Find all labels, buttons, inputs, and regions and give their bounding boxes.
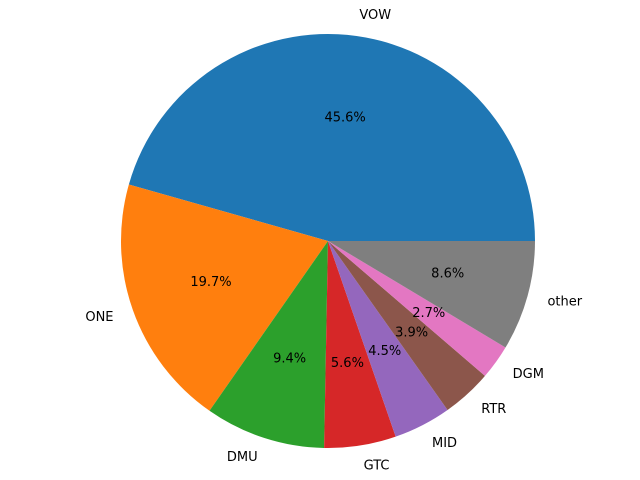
pie-category-label: GTC <box>364 458 390 473</box>
pie-slices <box>121 34 536 448</box>
pie-slice-other <box>328 241 535 348</box>
pie-percent-label: 5.6% <box>331 356 364 371</box>
pie-category-label: MID <box>432 436 457 451</box>
pie-category-label: DMU <box>227 450 258 465</box>
pie-category-label: VOW <box>359 8 391 23</box>
pie-percent-label: 2.7% <box>412 306 445 321</box>
pie-percent-label: 3.9% <box>395 325 428 340</box>
pie-category-labels: VOW ONE DMU GTC MID RTR DGM other <box>85 8 582 473</box>
pie-percent-label: 19.7% <box>190 275 231 290</box>
pie-slice-one <box>121 184 328 411</box>
pie-slice-mid <box>328 241 448 437</box>
pie-slice-vow <box>128 34 536 242</box>
pie-percent-label: 8.6% <box>431 267 464 282</box>
pie-category-label: RTR <box>481 402 506 417</box>
pie-category-label: ONE <box>85 310 113 325</box>
pie-category-label: DGM <box>513 367 544 382</box>
pie-slice-rtr <box>328 241 485 410</box>
pie-percent-label: 4.5% <box>368 344 401 359</box>
pie-percent-labels: 45.6% 19.7% 9.4% 5.6% 4.5% 3.9% 2.7% 8.6% <box>190 110 464 371</box>
pie-slice-dmu <box>209 241 328 448</box>
pie-percent-label: 9.4% <box>273 352 306 367</box>
pie-slice-dgm <box>328 241 506 376</box>
pie-slice-gtc <box>324 241 396 448</box>
pie-category-label: other <box>547 294 582 309</box>
pie-percent-label: 45.6% <box>324 110 365 125</box>
